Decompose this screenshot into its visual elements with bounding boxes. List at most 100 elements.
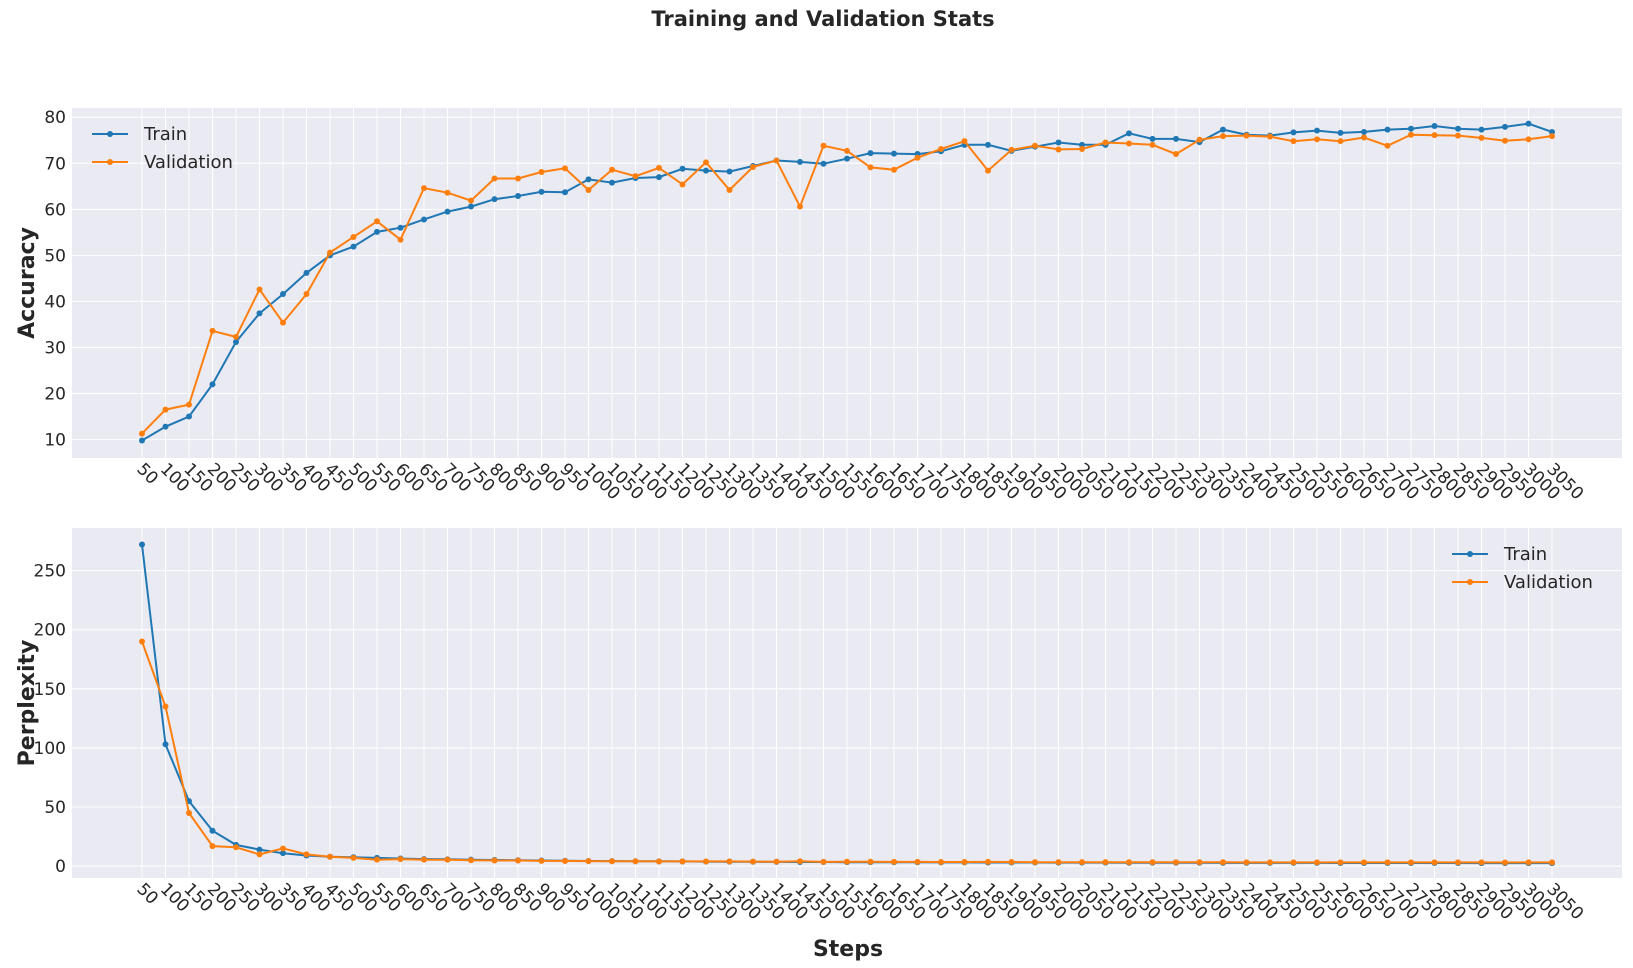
data-point <box>162 406 169 413</box>
data-point <box>985 858 991 865</box>
data-point <box>1196 859 1203 866</box>
y-tick-label: 30 <box>44 338 66 358</box>
data-point <box>562 165 568 172</box>
data-point <box>1290 129 1297 136</box>
legend-label: Train <box>143 124 187 145</box>
data-point <box>609 179 615 186</box>
data-point <box>914 154 921 161</box>
data-point <box>233 844 239 851</box>
data-point <box>280 850 286 857</box>
legend-swatch-marker <box>1467 551 1473 557</box>
data-point <box>1290 859 1297 866</box>
data-point <box>585 176 592 183</box>
data-point <box>985 141 991 148</box>
data-point <box>1314 136 1320 143</box>
data-point <box>1549 128 1555 135</box>
data-point <box>750 163 756 170</box>
data-point <box>656 174 662 181</box>
data-point <box>985 167 991 174</box>
data-point <box>421 856 427 863</box>
data-point <box>1431 859 1438 866</box>
data-point <box>820 858 827 865</box>
data-point <box>162 741 169 748</box>
data-point <box>1032 142 1038 149</box>
data-point <box>374 218 380 225</box>
data-point <box>209 827 216 834</box>
data-point <box>515 192 521 199</box>
y-tick-label: 0 <box>55 857 66 877</box>
data-point <box>844 155 850 162</box>
data-point <box>679 181 686 188</box>
data-point <box>515 857 521 864</box>
data-point <box>867 150 874 157</box>
y-tick-label: 100 <box>34 739 66 759</box>
data-point <box>1502 123 1508 130</box>
legend-swatch-marker <box>1467 579 1473 585</box>
data-point <box>209 327 216 334</box>
data-point <box>303 269 310 276</box>
data-point <box>1149 859 1156 866</box>
data-point <box>585 858 592 865</box>
data-point <box>209 381 216 388</box>
data-point <box>1173 151 1179 158</box>
legend-item: Validation <box>92 152 233 173</box>
data-point <box>139 430 145 437</box>
data-point <box>1055 146 1062 153</box>
data-point <box>1525 859 1532 866</box>
data-point <box>632 173 639 180</box>
data-point <box>703 167 709 174</box>
data-point <box>891 150 897 157</box>
data-point <box>609 166 615 173</box>
data-point <box>867 858 874 865</box>
data-point <box>468 197 474 204</box>
data-point <box>468 857 474 864</box>
data-point <box>938 145 944 152</box>
data-point <box>703 858 709 865</box>
data-point <box>1525 136 1532 143</box>
data-point <box>867 164 874 171</box>
data-point <box>421 216 427 223</box>
data-point <box>397 236 404 243</box>
data-point <box>679 165 686 172</box>
data-point <box>1267 859 1273 866</box>
data-point <box>891 858 897 865</box>
data-point <box>1079 145 1085 152</box>
data-point <box>1173 135 1179 142</box>
data-point <box>1455 132 1461 139</box>
data-point <box>1431 132 1438 139</box>
data-point <box>491 857 498 864</box>
data-point <box>350 854 357 861</box>
data-point <box>1032 859 1038 866</box>
figure-title: Training and Validation Stats <box>651 7 994 31</box>
data-point <box>797 858 803 865</box>
data-point <box>186 413 192 420</box>
y-tick-label: 60 <box>44 200 66 220</box>
data-point <box>303 291 310 298</box>
data-point <box>1079 141 1085 148</box>
data-point <box>1126 140 1132 147</box>
data-point <box>1220 859 1226 866</box>
data-point <box>726 168 733 175</box>
y-tick-label: 50 <box>44 246 66 266</box>
data-point <box>327 853 333 860</box>
data-point <box>773 858 780 865</box>
data-point <box>1314 127 1320 134</box>
data-point <box>961 138 968 145</box>
legend-label: Validation <box>1504 572 1593 593</box>
data-point <box>844 147 850 154</box>
data-point <box>1008 859 1015 866</box>
data-point <box>256 310 263 317</box>
data-point <box>1337 129 1344 136</box>
data-point <box>374 228 380 235</box>
grid <box>72 528 1622 878</box>
legend-label: Train <box>1503 544 1547 565</box>
legend: Train Validation <box>1452 544 1593 593</box>
x-axis-label: Steps <box>813 937 883 962</box>
data-point <box>374 856 380 863</box>
y-tick-label: 200 <box>34 621 66 641</box>
data-point <box>139 638 145 645</box>
data-point <box>491 196 498 203</box>
y-tick-label: 50 <box>44 798 66 818</box>
perplexity-panel: 0501001502002505010015020025030035040045… <box>15 528 1622 924</box>
